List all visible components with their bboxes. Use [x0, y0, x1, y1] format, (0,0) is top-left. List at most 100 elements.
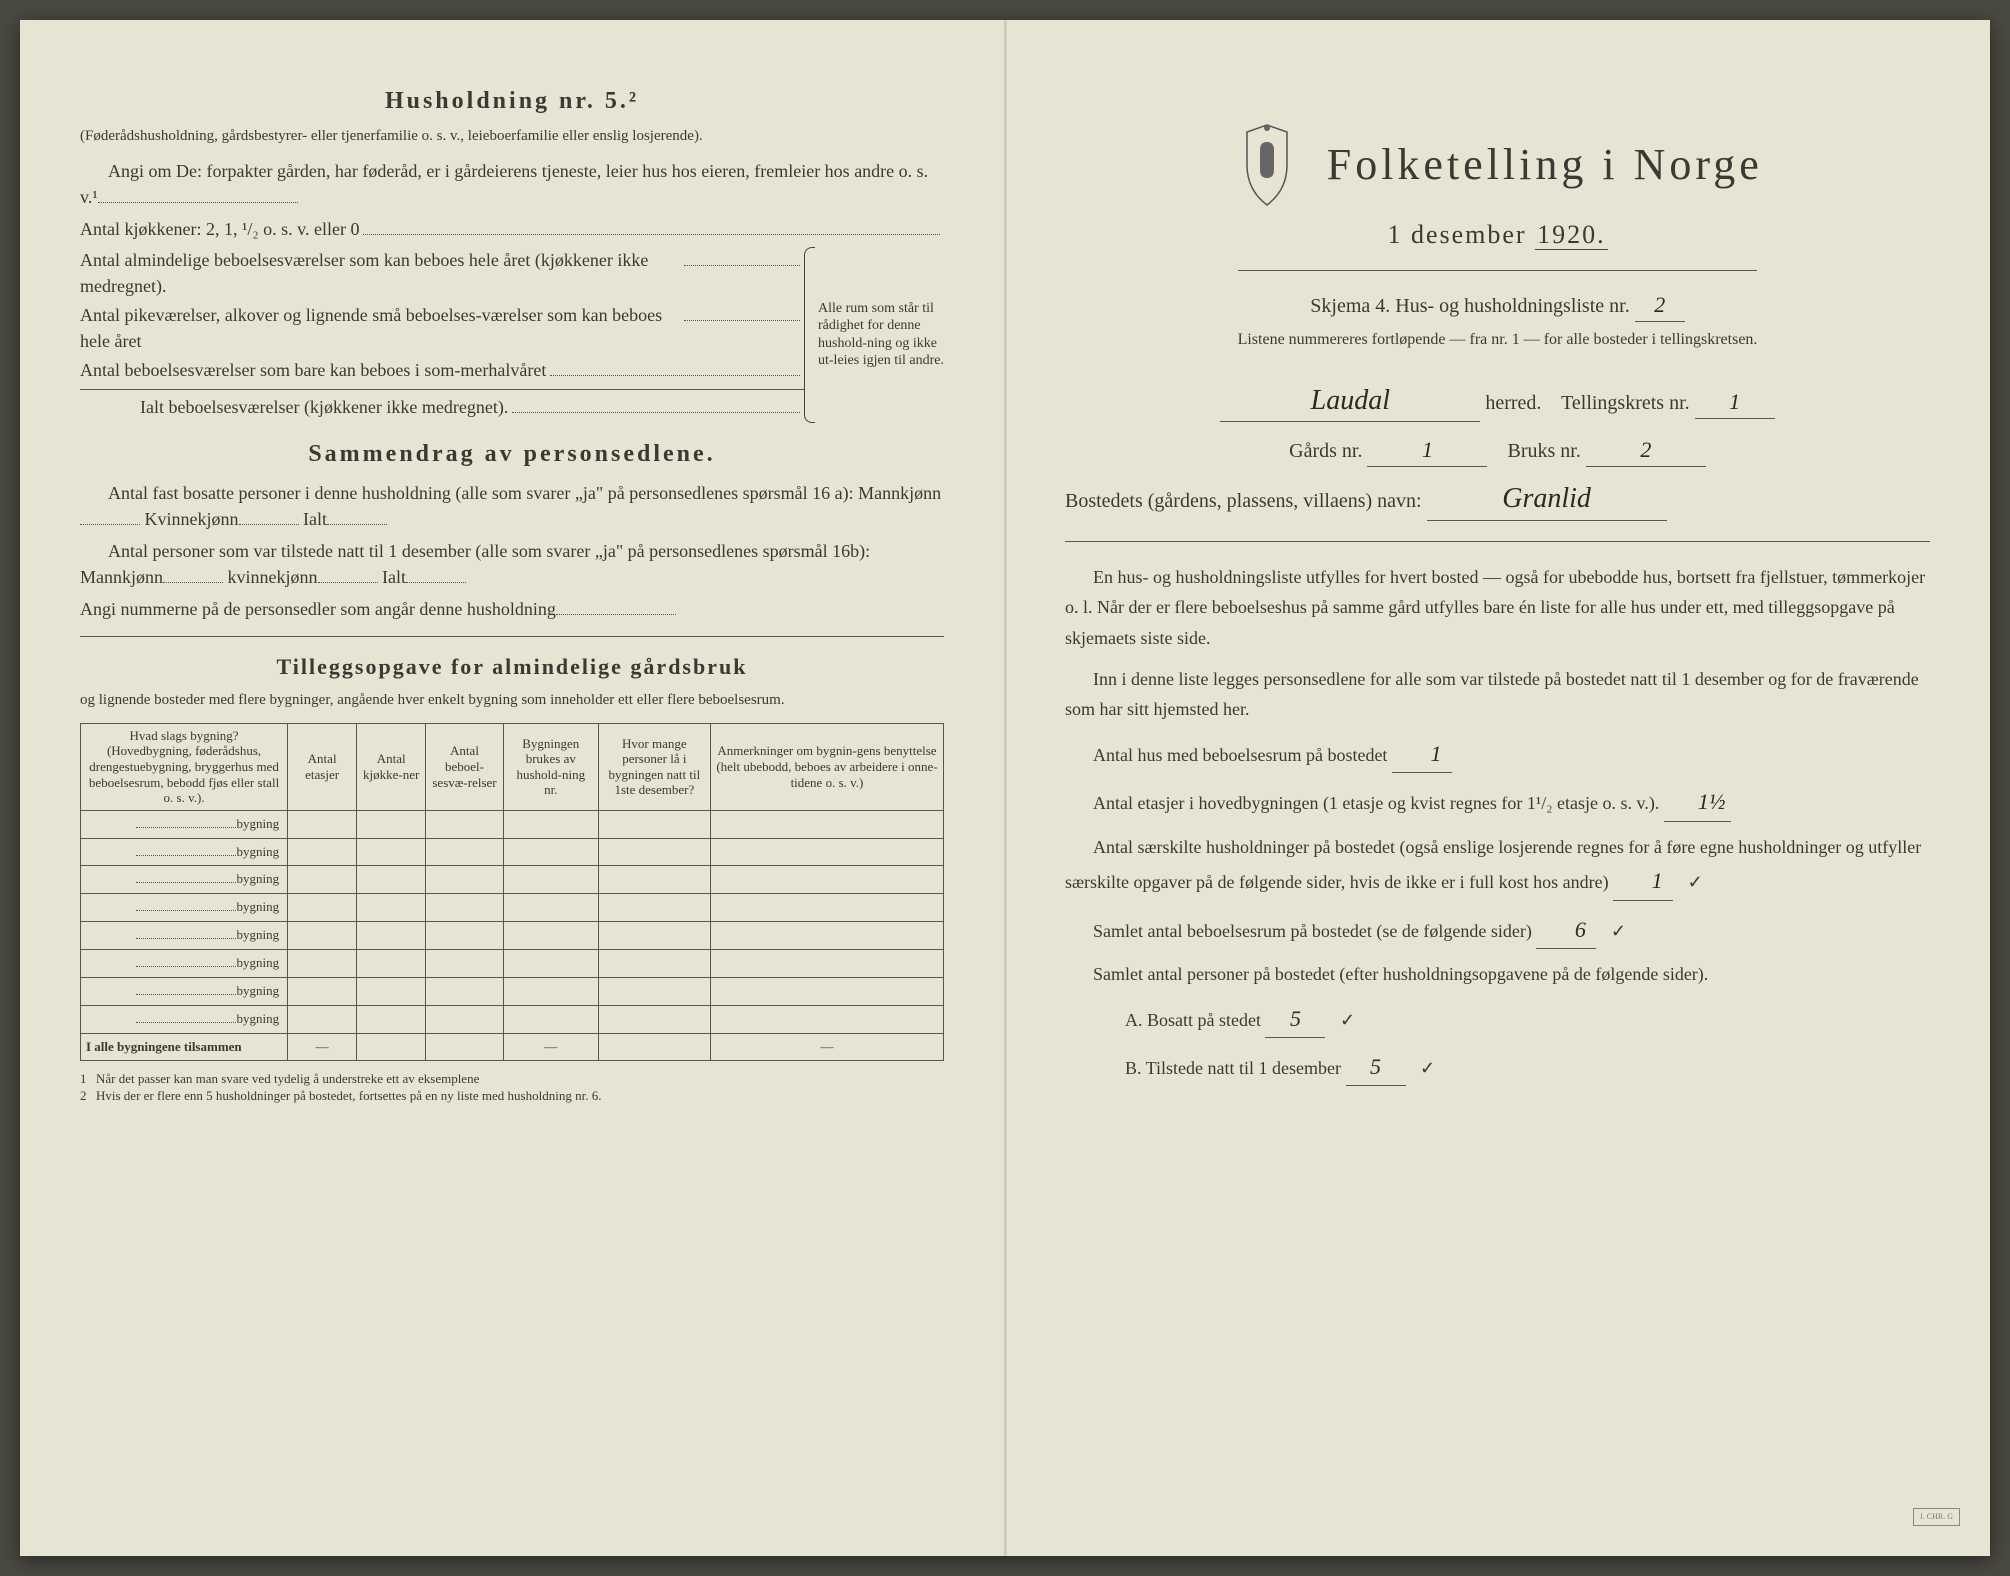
- mid-divider: [1065, 541, 1930, 542]
- check-3: ✓: [1340, 1010, 1355, 1030]
- angi-nummer-line: Angi nummerne på de personsedler som ang…: [80, 596, 944, 622]
- skjema-line: Skjema 4. Hus- og husholdningsliste nr. …: [1065, 289, 1930, 322]
- right-page: Folketelling i Norge 1 desember 1920. Sk…: [1005, 20, 1990, 1556]
- tellingskrets-value: 1: [1695, 386, 1775, 419]
- bosted-label: Bostedets (gårdens, plassens, villaens) …: [1065, 490, 1422, 512]
- ialt-label2: Ialt: [382, 567, 406, 587]
- footnote-2: 2Hvis der er flere enn 5 husholdninger p…: [80, 1088, 944, 1105]
- herred-label: herred.: [1485, 392, 1541, 414]
- samlet-personer-line: Samlet antal personer på bostedet (efter…: [1065, 959, 1930, 990]
- fn-num-1: 1: [80, 1071, 96, 1088]
- husholdning-note: (Føderådshusholdning, gårdsbestyrer- ell…: [80, 127, 944, 147]
- table-row: bygning: [81, 1005, 944, 1033]
- bosted-line: Bostedets (gårdens, plassens, villaens) …: [1065, 479, 1930, 521]
- herred-value: Laudal: [1220, 381, 1480, 423]
- title-block: Folketelling i Norge 1 desember 1920. Sk…: [1065, 120, 1930, 351]
- mann-fill2: [163, 582, 223, 583]
- bruks-value: 2: [1586, 434, 1706, 467]
- bracket-fill-3: [512, 395, 800, 413]
- bracket-label-2: Antal beboelsesværelser som bare kan beb…: [80, 357, 546, 383]
- husholdning-title: Husholdning nr. 5.²: [80, 84, 944, 119]
- check-4: ✓: [1420, 1058, 1435, 1078]
- herred-line: Laudal herred. Tellingskrets nr. 1: [1065, 381, 1930, 423]
- antal-hus-value: 1: [1392, 735, 1452, 773]
- ialt-label1: Ialt: [303, 509, 327, 529]
- para2: Inn i denne liste legges personsedlene f…: [1065, 664, 1930, 725]
- ialt-fill2: [406, 582, 466, 583]
- bracket-item-1: Antal pikeværelser, alkover og lignende …: [80, 302, 804, 354]
- angi-line: Angi om De: forpakter gården, har føderå…: [80, 158, 944, 210]
- table-header-row: Hvad slags bygning? (Hovedbygning, føder…: [81, 723, 944, 810]
- th-3: Antal beboel-sesvæ-relser: [426, 723, 504, 810]
- gards-value: 1: [1367, 434, 1487, 467]
- angi-nummer-text: Angi nummerne på de personsedler som ang…: [80, 599, 556, 619]
- th-1: Antal etasjer: [288, 723, 357, 810]
- sammendrag-p2: Antal personer som var tilstede natt til…: [80, 538, 944, 590]
- bracket-label-3: Ialt beboelsesværelser (kjøkkener ikke m…: [80, 394, 508, 420]
- bruks-label: Bruks nr.: [1507, 440, 1580, 462]
- bracket-fill-2: [550, 358, 800, 376]
- samlet-beboelse-label: Samlet antal beboelsesrum på bostedet (s…: [1093, 921, 1532, 941]
- left-page: Husholdning nr. 5.² (Føderådshusholdning…: [20, 20, 1005, 1556]
- bosatt-value: 5: [1265, 1000, 1325, 1038]
- bosatt-label: A. Bosatt på stedet: [1125, 1010, 1261, 1030]
- tilstede-value: 5: [1346, 1048, 1406, 1086]
- footnotes: 1Når det passer kan man svare ved tydeli…: [80, 1071, 944, 1105]
- antal-etasjer-label: Antal etasjer i hovedbygningen (1 etasje…: [1093, 793, 1659, 813]
- antal-hus-label: Antal hus med beboelsesrum på bostedet: [1093, 745, 1387, 765]
- check-2: ✓: [1611, 921, 1626, 941]
- th-4: Bygningen brukes av hushold-ning nr.: [503, 723, 598, 810]
- antal-saerskilte-line: Antal særskilte husholdninger på bostede…: [1065, 832, 1930, 901]
- listene-line: Listene nummereres fortløpende — fra nr.…: [1065, 328, 1930, 351]
- bracket-left: Antal almindelige beboelsesværelser som …: [80, 247, 804, 424]
- bracket-note: Alle rum som står til rådighet for denne…: [804, 247, 944, 424]
- kjokken-line: Antal kjøkkener: 2, 1, ¹/₂ o. s. v. elle…: [80, 216, 944, 242]
- table-row: bygning: [81, 894, 944, 922]
- census-document: Husholdning nr. 5.² (Føderådshusholdning…: [20, 20, 1990, 1556]
- sammendrag-p1: Antal fast bosatte personer i denne hush…: [80, 480, 944, 532]
- kvinne-fill1: [239, 524, 299, 525]
- sammendrag-title: Sammendrag av personsedlene.: [80, 437, 944, 472]
- angi-nummer-fill: [556, 614, 676, 615]
- subtitle-pre: 1 desember: [1387, 220, 1526, 249]
- ialt-fill1: [327, 524, 387, 525]
- antal-etasjer-value: 1½: [1664, 783, 1732, 821]
- footnote-1: 1Når det passer kan man svare ved tydeli…: [80, 1071, 944, 1088]
- bracket-block: Antal almindelige beboelsesværelser som …: [80, 247, 944, 424]
- sammendrag-text2: Antal personer som var tilstede natt til…: [80, 541, 870, 587]
- section-divider: [80, 636, 944, 637]
- table-row: bygning: [81, 922, 944, 950]
- tellingskrets-label: Tellingskrets nr.: [1561, 392, 1690, 414]
- para1: En hus- og husholdningsliste utfylles fo…: [1065, 562, 1930, 654]
- title-divider: [1238, 270, 1757, 271]
- fn-num-2: 2: [80, 1088, 96, 1105]
- kvinne-label2: kvinnekjønn: [228, 567, 318, 587]
- tillegg-table: Hvad slags bygning? (Hovedbygning, føder…: [80, 723, 944, 1062]
- subtitle: 1 desember 1920.: [1065, 216, 1930, 254]
- tilstede-line: B. Tilstede natt til 1 desember 5 ✓: [1065, 1048, 1930, 1086]
- bracket-divider: [80, 389, 804, 390]
- th-0: Hvad slags bygning? (Hovedbygning, føder…: [81, 723, 288, 810]
- kvinne-label1: Kvinnekjønn: [145, 509, 239, 529]
- kvinne-fill2: [318, 582, 378, 583]
- bracket-item-3: Ialt beboelsesværelser (kjøkkener ikke m…: [80, 394, 804, 420]
- bosted-value: Granlid: [1427, 479, 1667, 521]
- fn-text-1: Når det passer kan man svare ved tydelig…: [96, 1071, 479, 1088]
- skjema-label: Skjema 4. Hus- og husholdningsliste nr.: [1310, 295, 1629, 317]
- bracket-fill-0: [684, 248, 800, 266]
- gards-line: Gårds nr. 1 Bruks nr. 2: [1065, 434, 1930, 467]
- tillegg-sub: og lignende bosteder med flere bygninger…: [80, 691, 944, 711]
- check-1: ✓: [1688, 872, 1703, 892]
- subtitle-year: 1920.: [1535, 220, 1608, 250]
- th-5: Hvor mange personer lå i bygningen natt …: [598, 723, 710, 810]
- bracket-label-1: Antal pikeværelser, alkover og lignende …: [80, 302, 680, 354]
- table-row: bygning: [81, 810, 944, 838]
- coat-of-arms-icon: [1232, 120, 1302, 210]
- fn-text-2: Hvis der er flere enn 5 husholdninger på…: [96, 1088, 601, 1105]
- mann-fill1: [80, 524, 140, 525]
- table-row: bygning: [81, 949, 944, 977]
- sammendrag-text1: Antal fast bosatte personer i denne hush…: [108, 483, 941, 503]
- antal-etasjer-line: Antal etasjer i hovedbygningen (1 etasje…: [1065, 783, 1930, 821]
- table-total-row: I alle bygningene tilsammen———: [81, 1033, 944, 1061]
- antal-saerskilte-value: 1: [1613, 862, 1673, 900]
